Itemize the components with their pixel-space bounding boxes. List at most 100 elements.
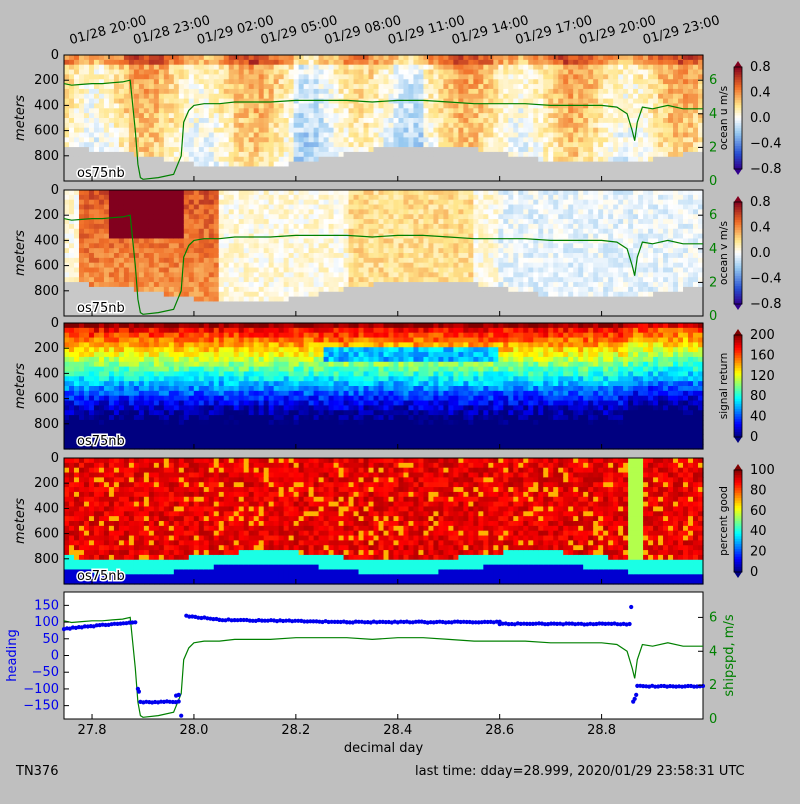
heat-cell xyxy=(214,133,220,138)
heat-cell xyxy=(578,84,584,89)
heat-cell xyxy=(174,253,180,258)
heat-cell xyxy=(413,89,419,94)
heat-cell xyxy=(79,238,85,243)
heat-cell xyxy=(214,200,220,205)
heat-cell xyxy=(673,99,679,104)
heat-cell xyxy=(194,147,200,152)
heat-cell xyxy=(149,103,155,108)
heat-cell xyxy=(279,243,285,248)
heat-cell xyxy=(563,118,569,123)
heat-cell xyxy=(369,108,375,113)
heat-cell xyxy=(438,79,444,84)
heat-cell xyxy=(443,79,449,84)
heat-cell xyxy=(354,297,360,302)
heat-cell xyxy=(683,103,689,108)
heat-cell xyxy=(279,205,285,210)
heat-cell xyxy=(249,238,255,243)
heat-cell xyxy=(588,74,594,79)
heat-cell xyxy=(199,94,205,99)
heat-cell xyxy=(139,263,145,268)
heat-cell xyxy=(334,306,340,311)
heat-cell xyxy=(349,272,355,277)
heat-cell xyxy=(613,128,619,133)
heat-cell xyxy=(284,60,290,65)
heat-cell xyxy=(224,209,230,214)
heat-cell xyxy=(618,84,624,89)
heat-cell xyxy=(553,55,559,60)
heat-cell xyxy=(249,137,255,142)
heat-cell xyxy=(349,277,355,282)
heat-cell xyxy=(413,118,419,123)
heat-cell xyxy=(119,89,125,94)
heat-cell xyxy=(294,292,300,297)
heat-cell xyxy=(269,147,275,152)
heat-cell xyxy=(99,229,105,234)
heat-cell xyxy=(209,94,215,99)
heat-cell xyxy=(209,258,215,263)
heat-cell xyxy=(653,94,659,99)
heat-cell xyxy=(104,103,110,108)
heat-cell xyxy=(144,89,150,94)
heat-cell xyxy=(179,74,185,79)
heat-cell xyxy=(558,142,564,147)
heat-cell xyxy=(339,234,345,239)
heat-cell xyxy=(543,79,549,84)
heat-cell xyxy=(79,128,85,133)
heat-cell xyxy=(638,65,644,70)
heat-cell xyxy=(548,113,554,118)
heat-cell xyxy=(159,128,165,133)
heat-cell xyxy=(304,248,310,253)
heat-cell xyxy=(573,84,579,89)
heat-cell xyxy=(473,65,479,70)
heat-cell xyxy=(64,268,70,273)
heat-cell xyxy=(553,152,559,157)
heat-cell xyxy=(234,123,240,128)
heat-cell xyxy=(84,74,90,79)
heat-cell xyxy=(64,243,70,248)
heat-cell xyxy=(134,306,140,311)
heat-cell xyxy=(558,113,564,118)
heat-cell xyxy=(364,301,370,306)
heat-cell xyxy=(548,133,554,138)
heat-cell xyxy=(309,70,315,75)
heat-cell xyxy=(234,292,240,297)
heat-cell xyxy=(169,263,175,268)
heat-cell xyxy=(114,70,120,75)
heat-cell xyxy=(528,65,534,70)
heat-cell xyxy=(169,157,175,162)
heat-cell xyxy=(528,171,534,176)
heat-cell xyxy=(463,65,469,70)
heat-cell xyxy=(428,166,434,171)
heat-cell xyxy=(239,79,245,84)
heat-cell xyxy=(428,70,434,75)
heat-cell xyxy=(663,84,669,89)
heat-cell xyxy=(668,94,674,99)
heat-cell xyxy=(99,287,105,292)
heat-cell xyxy=(593,157,599,162)
heat-cell xyxy=(209,147,215,152)
heat-cell xyxy=(314,113,320,118)
heat-cell xyxy=(359,171,365,176)
heat-cell xyxy=(234,108,240,113)
heat-cell xyxy=(269,162,275,167)
heat-cell xyxy=(139,258,145,263)
heat-cell xyxy=(683,74,689,79)
heat-cell xyxy=(84,243,90,248)
heat-cell xyxy=(344,60,350,65)
heat-cell xyxy=(603,157,609,162)
heat-cell xyxy=(468,147,474,152)
heat-cell xyxy=(234,214,240,219)
heat-cell xyxy=(139,277,145,282)
heat-cell xyxy=(593,147,599,152)
heat-cell xyxy=(149,205,155,210)
heat-cell xyxy=(678,157,684,162)
heat-cell xyxy=(174,89,180,94)
heat-cell xyxy=(289,133,295,138)
heat-cell xyxy=(334,99,340,104)
heat-cell xyxy=(543,60,549,65)
heat-cell xyxy=(428,152,434,157)
heat-cell xyxy=(618,118,624,123)
heat-cell xyxy=(508,84,514,89)
heat-cell xyxy=(593,65,599,70)
heat-cell xyxy=(229,166,235,171)
